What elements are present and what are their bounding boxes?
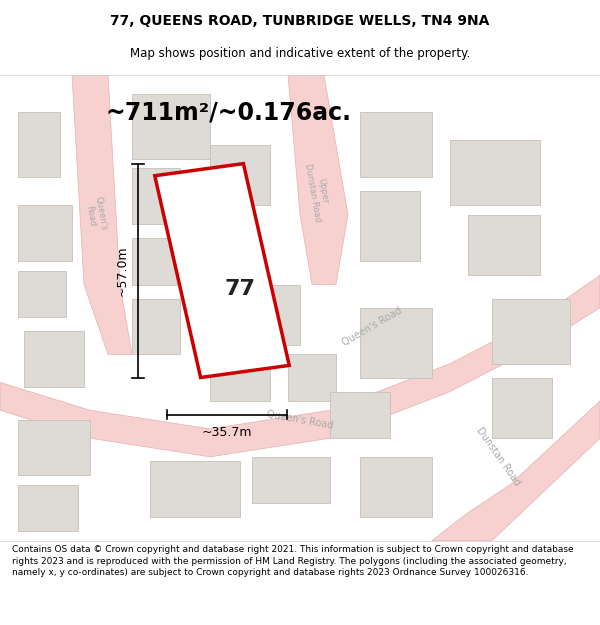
Polygon shape <box>132 238 180 284</box>
Polygon shape <box>360 457 432 518</box>
Polygon shape <box>132 94 210 159</box>
Polygon shape <box>432 401 600 541</box>
Text: Queen's
Road: Queen's Road <box>83 196 109 233</box>
Polygon shape <box>252 457 330 503</box>
Text: Upper
Dunstan Road: Upper Dunstan Road <box>304 161 332 222</box>
Polygon shape <box>210 354 270 401</box>
Polygon shape <box>360 112 432 178</box>
Text: Dunstan Road: Dunstan Road <box>474 426 522 488</box>
Polygon shape <box>288 354 336 401</box>
Polygon shape <box>18 112 60 178</box>
Polygon shape <box>24 331 84 387</box>
Polygon shape <box>330 392 390 438</box>
Polygon shape <box>155 164 289 378</box>
Polygon shape <box>210 284 300 345</box>
Polygon shape <box>18 206 72 261</box>
Polygon shape <box>450 140 540 206</box>
Polygon shape <box>18 271 66 317</box>
Text: 77, QUEENS ROAD, TUNBRIDGE WELLS, TN4 9NA: 77, QUEENS ROAD, TUNBRIDGE WELLS, TN4 9N… <box>110 14 490 28</box>
Polygon shape <box>132 299 180 354</box>
Text: Map shows position and indicative extent of the property.: Map shows position and indicative extent… <box>130 48 470 61</box>
Polygon shape <box>360 191 420 261</box>
Polygon shape <box>288 75 348 284</box>
Polygon shape <box>468 214 540 275</box>
Polygon shape <box>132 168 180 224</box>
Polygon shape <box>360 308 432 378</box>
Text: Queen's Road: Queen's Road <box>340 305 404 348</box>
Polygon shape <box>18 485 78 531</box>
Text: ~35.7m: ~35.7m <box>202 426 252 439</box>
Text: 77: 77 <box>224 279 256 299</box>
Polygon shape <box>72 75 132 354</box>
Polygon shape <box>150 461 240 518</box>
Polygon shape <box>18 419 90 476</box>
Text: ~57.0m: ~57.0m <box>116 245 129 296</box>
Polygon shape <box>210 145 270 206</box>
Text: Queen's Road: Queen's Road <box>266 409 334 431</box>
Text: ~711m²/~0.176ac.: ~711m²/~0.176ac. <box>105 100 351 124</box>
Polygon shape <box>492 299 570 364</box>
Text: Contains OS data © Crown copyright and database right 2021. This information is : Contains OS data © Crown copyright and d… <box>12 545 574 578</box>
Polygon shape <box>492 378 552 438</box>
Polygon shape <box>0 275 600 457</box>
